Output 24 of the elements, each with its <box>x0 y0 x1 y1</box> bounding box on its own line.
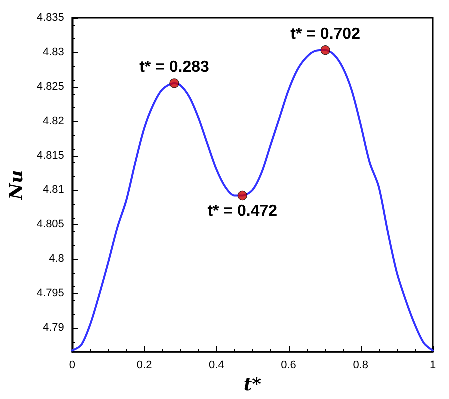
y-tick-label: 4.815 <box>36 150 64 162</box>
annotation: t* = 0.702 <box>290 26 361 43</box>
point <box>170 78 180 88</box>
y-tick-label: 4.8 <box>49 253 64 266</box>
x-tick-label: 0.2 <box>136 360 152 372</box>
y-tick-label: 4.835 <box>36 12 64 24</box>
y-axis-title: Nu <box>6 170 28 201</box>
y-tick-label: 4.82 <box>43 115 64 128</box>
y-tick-label: 4.79 <box>43 322 64 334</box>
x-tick-label: 0.4 <box>209 360 224 372</box>
point <box>320 46 330 56</box>
x-tick-label: 0.6 <box>281 360 296 372</box>
y-tick-label: 4.81 <box>43 184 64 196</box>
x-tick-label: 0.8 <box>353 360 369 372</box>
x-tick-label: 1 <box>430 360 436 372</box>
annotation: t* = 0.283 <box>140 58 210 76</box>
y-tick-label: 4.795 <box>36 288 64 300</box>
y-tick-label: 4.805 <box>36 218 64 231</box>
y-tick-label: 4.83 <box>43 46 64 58</box>
y-tick-label: 4.825 <box>36 80 64 93</box>
x-axis-title: t* <box>244 374 262 396</box>
x-tick-label: 0 <box>69 360 76 372</box>
point <box>238 190 248 201</box>
annotation: t* = 0.472 <box>208 203 278 220</box>
